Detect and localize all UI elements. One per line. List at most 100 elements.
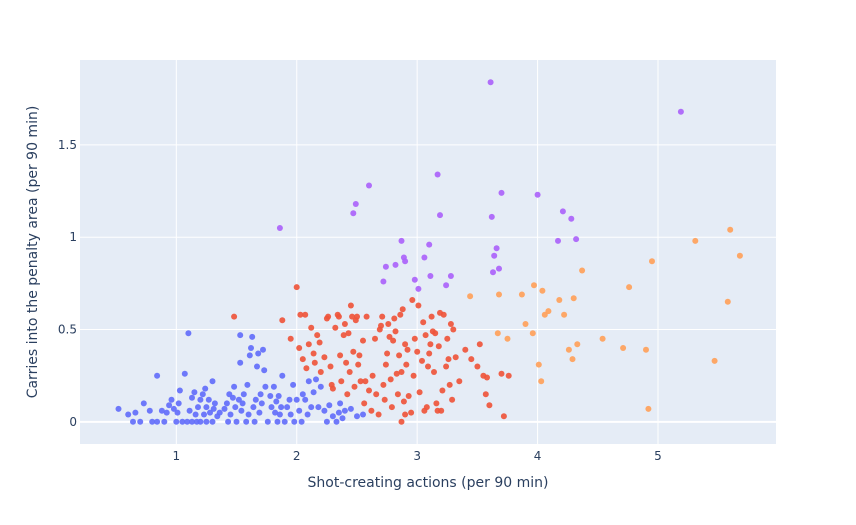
- data-point[interactable]: [399, 306, 406, 313]
- data-point[interactable]: [205, 396, 212, 403]
- data-point[interactable]: [392, 328, 399, 335]
- data-point[interactable]: [308, 324, 315, 331]
- data-point[interactable]: [382, 263, 389, 270]
- data-point[interactable]: [231, 313, 238, 320]
- data-point[interactable]: [361, 400, 368, 407]
- data-point[interactable]: [173, 418, 180, 425]
- data-point[interactable]: [203, 418, 210, 425]
- data-point[interactable]: [195, 404, 201, 411]
- data-point[interactable]: [321, 354, 328, 361]
- data-point[interactable]: [287, 411, 294, 418]
- data-point[interactable]: [337, 400, 344, 407]
- data-point[interactable]: [579, 267, 586, 274]
- data-point[interactable]: [386, 333, 393, 340]
- data-point[interactable]: [692, 237, 699, 244]
- data-point[interactable]: [419, 357, 425, 364]
- data-point[interactable]: [189, 394, 195, 401]
- data-point[interactable]: [350, 348, 357, 355]
- data-point[interactable]: [216, 409, 223, 416]
- data-point[interactable]: [244, 381, 251, 388]
- data-point[interactable]: [380, 381, 387, 388]
- data-point[interactable]: [137, 418, 144, 425]
- data-point[interactable]: [402, 411, 409, 418]
- data-point[interactable]: [176, 387, 183, 394]
- data-point[interactable]: [341, 321, 348, 327]
- data-point[interactable]: [298, 418, 305, 425]
- data-point[interactable]: [410, 372, 417, 379]
- data-point[interactable]: [255, 350, 262, 357]
- data-point[interactable]: [599, 335, 606, 342]
- data-point[interactable]: [264, 418, 271, 425]
- data-point[interactable]: [565, 346, 572, 353]
- data-point[interactable]: [428, 313, 435, 320]
- data-point[interactable]: [488, 213, 495, 220]
- data-point[interactable]: [522, 321, 529, 327]
- data-point[interactable]: [476, 341, 483, 348]
- data-point[interactable]: [273, 398, 280, 405]
- data-point[interactable]: [736, 252, 743, 259]
- data-point[interactable]: [487, 79, 494, 86]
- data-point[interactable]: [366, 387, 372, 394]
- data-point[interactable]: [207, 409, 213, 416]
- data-point[interactable]: [385, 321, 392, 327]
- data-point[interactable]: [390, 337, 397, 344]
- data-point[interactable]: [340, 332, 347, 339]
- data-point[interactable]: [335, 313, 342, 320]
- data-point[interactable]: [197, 396, 204, 403]
- data-point[interactable]: [387, 376, 394, 383]
- data-point[interactable]: [350, 210, 357, 217]
- data-point[interactable]: [400, 398, 407, 405]
- data-point[interactable]: [369, 372, 376, 379]
- data-point[interactable]: [166, 402, 173, 409]
- data-point[interactable]: [311, 359, 318, 366]
- data-point[interactable]: [287, 335, 294, 342]
- data-point[interactable]: [179, 418, 186, 425]
- data-point[interactable]: [408, 409, 415, 416]
- data-point[interactable]: [382, 361, 389, 368]
- data-point[interactable]: [573, 236, 580, 243]
- data-point[interactable]: [398, 237, 405, 244]
- data-point[interactable]: [355, 361, 362, 368]
- data-point[interactable]: [339, 415, 346, 422]
- data-point[interactable]: [535, 361, 542, 368]
- data-point[interactable]: [397, 311, 404, 318]
- data-point[interactable]: [347, 405, 354, 412]
- data-point[interactable]: [175, 400, 182, 407]
- data-point[interactable]: [254, 363, 260, 370]
- data-point[interactable]: [345, 330, 352, 337]
- data-point[interactable]: [555, 237, 561, 244]
- data-point[interactable]: [201, 411, 207, 418]
- data-point[interactable]: [498, 189, 505, 196]
- data-point[interactable]: [149, 418, 156, 425]
- data-point[interactable]: [500, 413, 507, 420]
- data-point[interactable]: [170, 405, 177, 412]
- data-point[interactable]: [146, 407, 153, 414]
- data-point[interactable]: [360, 411, 366, 418]
- data-point[interactable]: [727, 226, 734, 233]
- data-point[interactable]: [620, 345, 627, 351]
- data-point[interactable]: [486, 402, 493, 409]
- data-point[interactable]: [249, 333, 256, 340]
- data-point[interactable]: [338, 378, 345, 385]
- data-point[interactable]: [293, 396, 300, 403]
- data-point[interactable]: [317, 383, 324, 390]
- data-point[interactable]: [474, 363, 481, 370]
- data-point[interactable]: [490, 269, 496, 276]
- data-point[interactable]: [281, 418, 288, 425]
- data-point[interactable]: [310, 389, 317, 396]
- data-point[interactable]: [225, 418, 232, 425]
- data-point[interactable]: [427, 341, 434, 348]
- data-point[interactable]: [724, 298, 731, 305]
- data-point[interactable]: [185, 330, 192, 337]
- data-point[interactable]: [518, 291, 525, 298]
- data-point[interactable]: [421, 254, 428, 261]
- data-point[interactable]: [232, 404, 239, 411]
- data-point[interactable]: [290, 381, 297, 388]
- data-point[interactable]: [402, 341, 409, 348]
- data-point[interactable]: [272, 409, 279, 416]
- data-point[interactable]: [439, 387, 446, 394]
- data-point[interactable]: [649, 258, 655, 265]
- data-point[interactable]: [366, 182, 372, 189]
- data-point[interactable]: [252, 396, 259, 403]
- data-point[interactable]: [384, 350, 391, 357]
